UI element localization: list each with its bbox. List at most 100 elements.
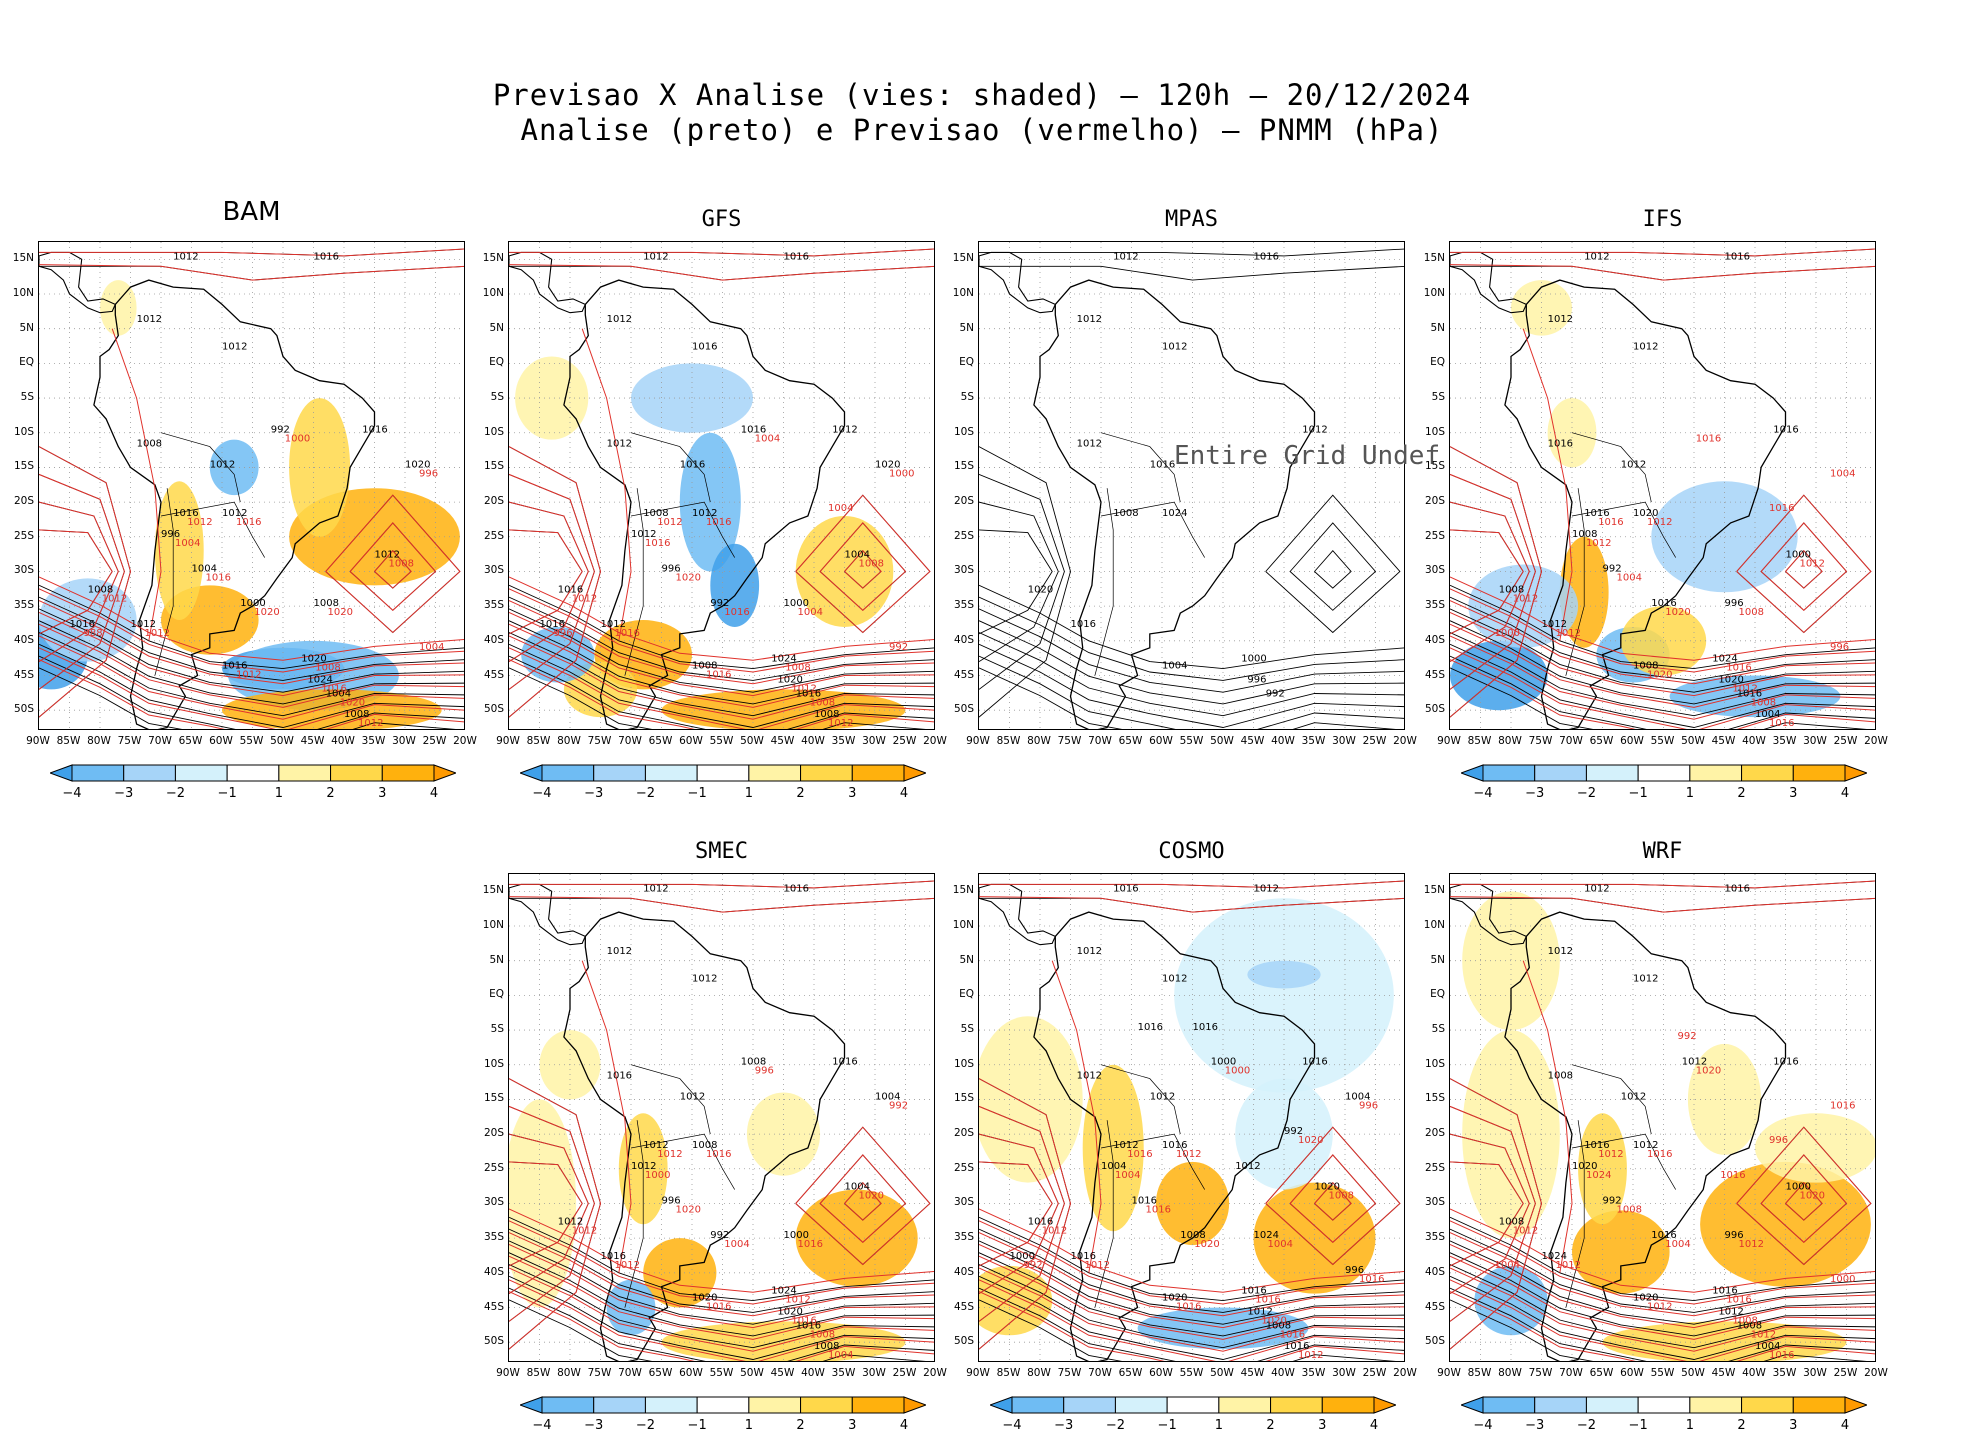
forecast-isobar bbox=[819, 522, 907, 611]
forecast-isobar bbox=[1450, 529, 1524, 635]
analysis-isobar bbox=[509, 596, 934, 681]
analysis-isobar-label: 1000 bbox=[784, 598, 809, 609]
forecast-isobar bbox=[1450, 1255, 1875, 1340]
lat-tick-label: 15N bbox=[482, 252, 504, 265]
bias-area bbox=[39, 578, 137, 662]
lat-tick-label: 30S bbox=[1424, 564, 1445, 577]
analysis-isobar bbox=[509, 897, 934, 913]
lon-tick-label: 35W bbox=[1301, 735, 1326, 747]
lat-tick-label: 40S bbox=[13, 633, 34, 646]
analysis-isobar-label: 1020 bbox=[1028, 584, 1053, 595]
forecast-isobar-label: 1016 bbox=[1720, 1170, 1745, 1181]
forecast-isobar bbox=[1450, 1078, 1543, 1350]
forecast-isobar bbox=[509, 623, 934, 708]
lon-tick-label: 55W bbox=[709, 735, 734, 747]
lon-tick-label: 20W bbox=[1393, 1367, 1417, 1379]
lat-tick-label: 10S bbox=[13, 425, 34, 438]
forecast-isobar-label: 1000 bbox=[889, 468, 914, 479]
forecast-isobar-label: 1012 bbox=[1042, 1225, 1067, 1236]
lat-tick-label: 20S bbox=[1424, 495, 1445, 508]
analysis-isobar-label: 1012 bbox=[210, 459, 235, 470]
analysis-isobar-label: 996 bbox=[1725, 1230, 1744, 1241]
forecast-isobar bbox=[1450, 1208, 1875, 1293]
colorbar-tick-label: −3 bbox=[584, 1418, 604, 1433]
analysis-isobar bbox=[1450, 1240, 1875, 1325]
analysis-isobars bbox=[979, 248, 1404, 729]
lon-tick-label: 75W bbox=[587, 735, 612, 747]
analysis-isobar bbox=[1289, 522, 1377, 611]
forecast-isobar-label: 1012 bbox=[1176, 1149, 1201, 1160]
lon-tick-label: 60W bbox=[1149, 1367, 1173, 1379]
analysis-isobar-label: 1012 bbox=[1584, 251, 1609, 262]
lat-tick-label: 15N bbox=[952, 884, 974, 897]
analysis-isobar-label: 1012 bbox=[375, 550, 400, 561]
lat-tick-label: 30S bbox=[483, 564, 504, 577]
analysis-isobar bbox=[979, 529, 1053, 635]
forecast-isobar bbox=[581, 328, 632, 641]
colorbar-bin bbox=[696, 1396, 750, 1414]
forecast-isobar bbox=[1450, 600, 1875, 685]
forecast-isobars bbox=[979, 880, 1404, 1361]
south-america-coastline bbox=[93, 279, 376, 729]
analysis-isobar-label: 1020 bbox=[1162, 1293, 1187, 1304]
forecast-isobar-label: 1012 bbox=[187, 517, 212, 528]
analysis-isobar-label: 992 bbox=[1284, 1126, 1303, 1137]
analysis-isobar bbox=[1265, 494, 1401, 634]
country-border bbox=[160, 501, 266, 558]
colorbar-bin bbox=[278, 764, 332, 782]
central-america-coastline bbox=[979, 883, 1057, 946]
analysis-isobar-label: 1000 bbox=[784, 1230, 809, 1241]
lon-tick-label: 80W bbox=[557, 1367, 581, 1379]
analysis-isobar-label: 1012 bbox=[1584, 883, 1609, 894]
bias-area bbox=[222, 689, 442, 729]
colorbar-tick-label: 4 bbox=[899, 786, 909, 801]
lat-tick-label: 45S bbox=[483, 668, 504, 681]
colorbar-arrow-left bbox=[518, 1396, 543, 1414]
forecast-isobar-label: 1012 bbox=[1739, 1239, 1764, 1250]
analysis-isobar bbox=[1314, 550, 1352, 589]
forecast-isobar-label: 996 bbox=[755, 1066, 774, 1077]
forecast-isobars bbox=[39, 248, 464, 729]
analysis-isobar-label: 1008 bbox=[692, 661, 717, 672]
lat-tick-label: 45S bbox=[953, 668, 974, 681]
analysis-isobar-label: 1016 bbox=[70, 619, 95, 630]
lat-tick-label: 10N bbox=[952, 287, 974, 300]
forecast-isobar bbox=[39, 659, 464, 729]
colorbar: −4 −3 −2 −1 1 2 3 4 bbox=[48, 764, 458, 804]
lon-tick-label: 70W bbox=[1559, 735, 1583, 747]
colorbar-bin bbox=[1534, 764, 1587, 782]
analysis-isobar bbox=[979, 667, 1396, 729]
forecast-isobar bbox=[1450, 1279, 1875, 1361]
colorbar-bin bbox=[1166, 1396, 1220, 1414]
forecast-isobar-label: 1016 bbox=[1726, 663, 1751, 674]
country-border bbox=[1571, 1133, 1677, 1190]
analysis-isobar bbox=[979, 1299, 1396, 1361]
lat-tick-label: 30S bbox=[13, 564, 34, 577]
forecast-isobar bbox=[509, 1267, 934, 1352]
analysis-isobar bbox=[509, 1287, 934, 1361]
country-border bbox=[630, 1133, 736, 1190]
bias-area bbox=[154, 481, 204, 621]
analysis-isobar-label: 1004 bbox=[845, 550, 870, 561]
forecast-isobar-label: 1012 bbox=[1800, 559, 1825, 570]
lon-tick-label: 85W bbox=[996, 735, 1021, 747]
lat-tick-label: 45S bbox=[1424, 1300, 1445, 1313]
lon-tick-label: 55W bbox=[1650, 1367, 1675, 1379]
lon-tick-label: 60W bbox=[1620, 1367, 1644, 1379]
lat-tick-label: 15N bbox=[1423, 252, 1445, 265]
isobar-labels: 1012 1016 1012 1012 1012 1016 1012 1008 1024 1020… bbox=[1028, 251, 1328, 699]
lon-tick-label: 30W bbox=[392, 735, 416, 747]
forecast-isobar-label: 1016 bbox=[1769, 503, 1794, 514]
panel-title: IFS bbox=[1642, 207, 1683, 232]
analysis-isobar-label: 1000 bbox=[1211, 1057, 1236, 1068]
forecast-isobar bbox=[509, 1232, 934, 1317]
analysis-isobar-label: 996 bbox=[1247, 674, 1266, 685]
analysis-isobar bbox=[979, 473, 1065, 690]
analysis-isobar-label: 1008 bbox=[314, 598, 339, 609]
analysis-isobar-label: 1016 bbox=[1132, 1195, 1157, 1206]
analysis-isobar-label: 996 bbox=[161, 529, 180, 540]
forecast-isobar-label: 996 bbox=[1830, 642, 1849, 653]
forecast-isobar-label: 988 bbox=[84, 628, 103, 639]
forecast-isobar-label: 1012 bbox=[1598, 1149, 1623, 1160]
